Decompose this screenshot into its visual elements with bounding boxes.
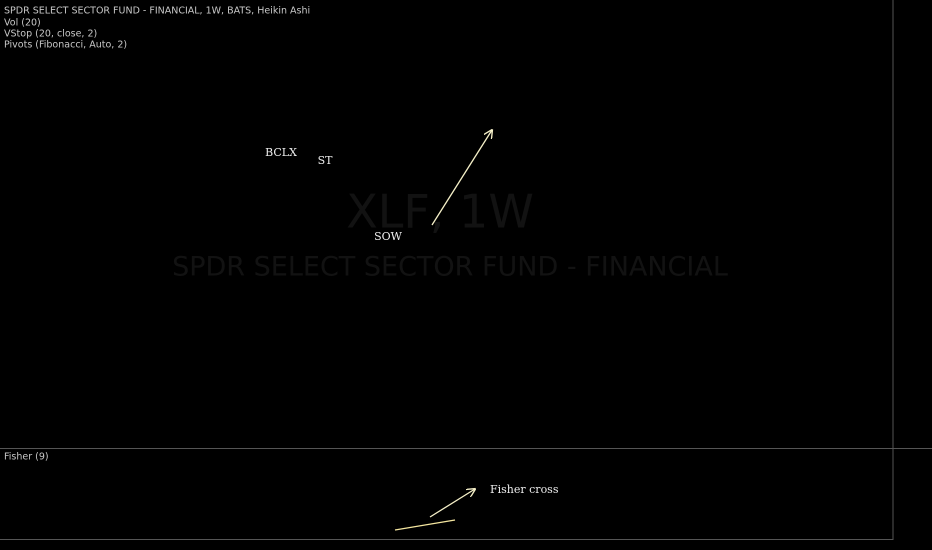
legend-title: SPDR SELECT SECTOR FUND - FINANCIAL, 1W,…	[4, 6, 310, 17]
annotation: BCLX	[265, 146, 297, 159]
fisher-title: Fisher (9)	[4, 452, 49, 463]
legend-item: Pivots (Fibonacci, Auto, 2)	[4, 40, 127, 51]
arrow	[429, 489, 475, 518]
annotation: ST	[318, 154, 334, 167]
legend-item: Vol (20)	[4, 18, 41, 29]
trend-line	[394, 519, 456, 531]
price-axis	[893, 0, 932, 550]
annotation: Fisher cross	[490, 483, 559, 496]
annotation: SOW	[374, 230, 403, 243]
arrow	[431, 130, 492, 226]
legend-item: VStop (20, close, 2)	[4, 29, 97, 40]
watermark-name: SPDR SELECT SECTOR FUND - FINANCIAL	[172, 252, 728, 283]
